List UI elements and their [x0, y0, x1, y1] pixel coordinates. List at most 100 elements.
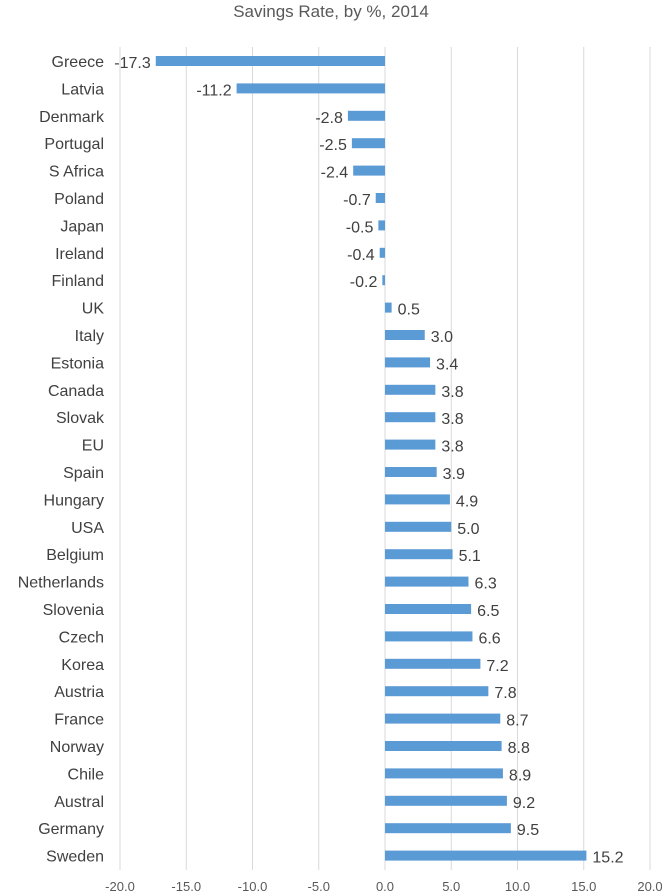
bar	[385, 439, 436, 450]
data-label: 7.2	[486, 658, 508, 675]
data-label: -0.2	[350, 274, 378, 291]
bar	[236, 83, 385, 94]
data-label: -17.3	[114, 55, 151, 72]
bar	[385, 713, 501, 724]
data-label: 5.0	[457, 521, 479, 538]
data-label: -2.5	[319, 137, 347, 154]
category-label: Portugal	[44, 136, 104, 153]
bar	[347, 110, 385, 121]
data-label: 9.2	[513, 795, 535, 812]
bar	[385, 384, 436, 395]
bar	[382, 275, 385, 286]
category-label: Germany	[38, 821, 104, 838]
x-tick-label: 0.0	[376, 879, 394, 894]
x-tick-label: 10.0	[505, 879, 530, 894]
data-label: 9.5	[517, 822, 539, 839]
category-label: Czech	[59, 629, 104, 646]
bar	[385, 576, 469, 587]
category-label: Austral	[54, 794, 104, 811]
bar	[385, 357, 431, 368]
category-label: Japan	[60, 218, 104, 235]
bar	[379, 247, 385, 258]
category-label: S Africa	[49, 164, 104, 181]
category-label: Poland	[54, 191, 104, 208]
data-label: 3.8	[441, 384, 463, 401]
data-label: 6.5	[477, 603, 499, 620]
data-label: -2.8	[315, 110, 343, 127]
data-label: 3.9	[443, 466, 465, 483]
bar	[385, 604, 472, 614]
data-label: 15.2	[592, 850, 623, 867]
category-label: Finland	[52, 273, 104, 290]
data-label: -11.2	[196, 82, 231, 99]
data-label: 8.9	[509, 767, 531, 784]
bar	[385, 795, 507, 806]
category-label: USA	[71, 520, 104, 537]
category-label: Canada	[48, 383, 104, 400]
bar	[385, 631, 473, 642]
category-label: Spain	[63, 465, 104, 482]
category-label: Ireland	[55, 246, 104, 263]
x-tick-label: -5.0	[308, 879, 330, 894]
data-label: 6.3	[474, 576, 496, 593]
bar	[385, 467, 437, 477]
category-label: UK	[82, 301, 105, 318]
bar	[385, 658, 481, 669]
data-label: 8.8	[508, 740, 530, 757]
x-tick-label: 15.0	[571, 879, 596, 894]
bar	[385, 741, 502, 751]
bar	[378, 220, 385, 231]
category-label: Norway	[50, 739, 104, 756]
bar	[353, 165, 385, 176]
data-label: 8.7	[506, 713, 528, 730]
bar	[351, 138, 385, 149]
category-label: Netherlands	[18, 575, 104, 592]
data-label: -0.7	[343, 192, 371, 209]
category-label: Slovenia	[43, 602, 104, 619]
data-label: 3.4	[436, 356, 458, 373]
bar	[385, 302, 392, 313]
bar	[375, 193, 385, 203]
category-label: Denmark	[39, 109, 105, 126]
bar	[385, 823, 511, 834]
data-label: 3.8	[441, 439, 463, 456]
data-label: -0.4	[347, 247, 375, 264]
category-label: Austria	[54, 684, 104, 701]
data-label: 0.5	[398, 302, 420, 319]
x-tick-label: -20.0	[105, 879, 135, 894]
bar	[385, 686, 489, 697]
category-label: Italy	[75, 328, 104, 345]
data-label: 3.8	[441, 411, 463, 428]
bar	[155, 56, 385, 66]
bar	[385, 549, 453, 560]
data-label: 7.8	[494, 685, 516, 702]
category-label: Slovak	[56, 410, 105, 427]
category-label: Greece	[52, 54, 105, 71]
category-label: Latvia	[61, 81, 104, 98]
chart-title: Savings Rate, by %, 2014	[233, 2, 429, 21]
data-label: 6.6	[478, 630, 500, 647]
bar	[385, 850, 587, 861]
data-label: -2.4	[321, 165, 349, 182]
category-label: EU	[82, 438, 104, 455]
bar	[385, 521, 452, 532]
category-label: Estonia	[51, 355, 104, 372]
bar	[385, 768, 503, 779]
x-tick-label: 20.0	[637, 879, 662, 894]
category-label: Sweden	[46, 849, 104, 866]
x-tick-label: -10.0	[238, 879, 268, 894]
data-label: 3.0	[431, 329, 453, 346]
category-label: Belgium	[46, 547, 104, 564]
data-label: 4.9	[456, 493, 478, 510]
bar	[385, 494, 450, 505]
category-label: Chile	[68, 766, 105, 783]
x-tick-label: -15.0	[171, 879, 201, 894]
bar	[385, 412, 436, 423]
bar	[385, 330, 425, 340]
data-label: 5.1	[459, 548, 481, 565]
category-label: Hungary	[44, 492, 104, 509]
data-label: -0.5	[346, 219, 374, 236]
category-label: Korea	[61, 657, 104, 674]
x-tick-label: 5.0	[442, 879, 460, 894]
